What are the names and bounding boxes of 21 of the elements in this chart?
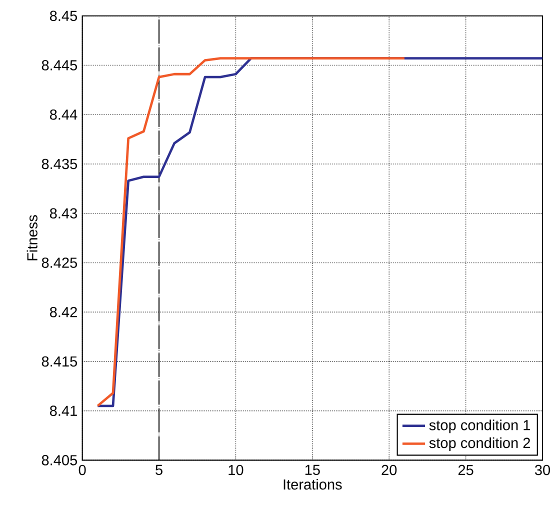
y-axis-title: Fitness bbox=[26, 215, 38, 260]
y-tick-label: 8.415 bbox=[42, 356, 78, 367]
x-tick-label: 30 bbox=[534, 464, 550, 476]
y-tick-label: 8.435 bbox=[42, 158, 78, 170]
y-tick-label: 8.405 bbox=[42, 455, 78, 466]
y-tick-label: 8.41 bbox=[50, 406, 77, 416]
x-tick-label: 10 bbox=[228, 464, 244, 476]
y-tick-label: 8.43 bbox=[50, 208, 77, 219]
x-tick-label: 15 bbox=[305, 464, 320, 476]
y-tick-label: 8.42 bbox=[50, 307, 77, 318]
x-tick-label: 0 bbox=[78, 464, 86, 476]
x-tick-label: 25 bbox=[458, 464, 474, 476]
y-tick-label: 8.44 bbox=[50, 110, 78, 120]
y-tick-label: 8.45 bbox=[50, 10, 78, 22]
x-tick-label: 20 bbox=[382, 464, 397, 476]
legend-label: stop condition 1 bbox=[429, 420, 530, 434]
y-tick-label: 8.445 bbox=[42, 60, 78, 70]
legend-label: stop condition 2 bbox=[429, 438, 530, 452]
x-axis-title: Iterations bbox=[284, 479, 342, 490]
x-tick-label: 5 bbox=[156, 464, 162, 476]
y-tick-label: 8.425 bbox=[42, 258, 78, 268]
